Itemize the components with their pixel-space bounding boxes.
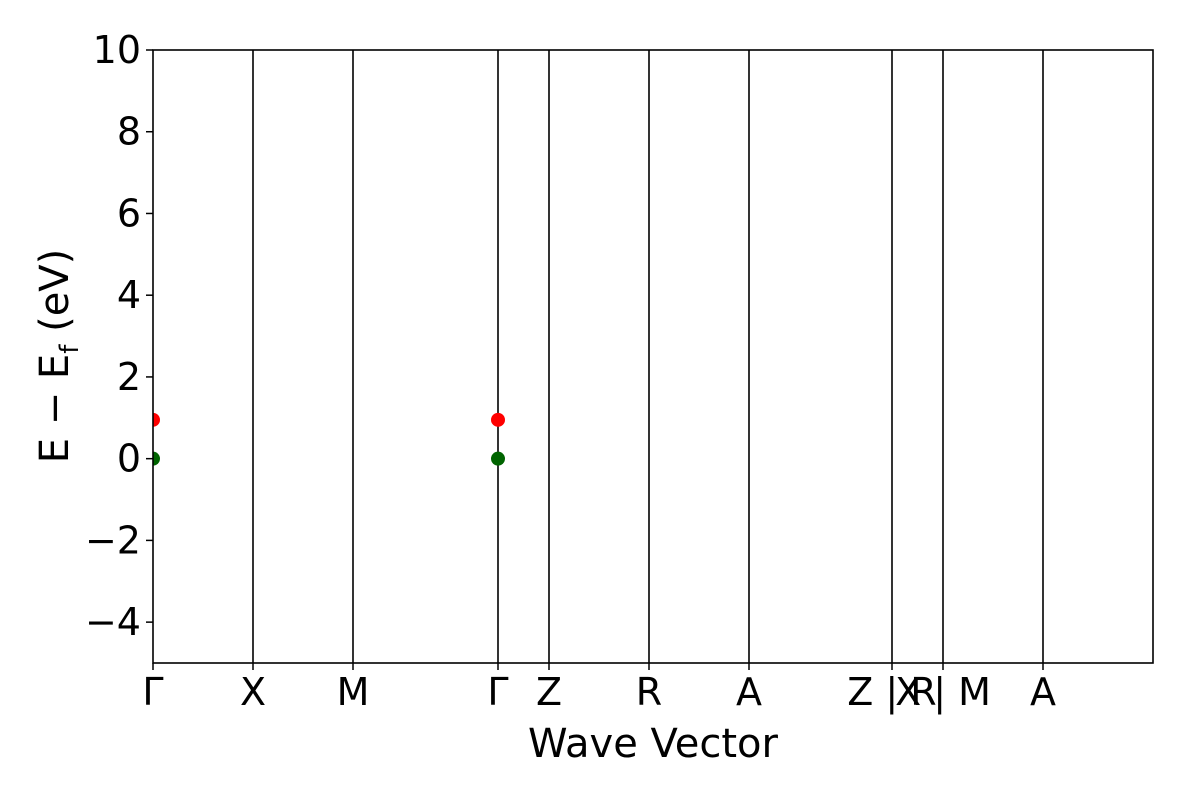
y-axis-label-unit: (eV) xyxy=(32,249,78,345)
y-axis-label: E − Ef (eV) xyxy=(32,249,85,464)
high-symmetry-lines xyxy=(252,50,1044,663)
y-axis-label-subscript: f xyxy=(55,344,85,354)
y-tick-label: 8 xyxy=(117,110,141,154)
y-tick-label: 10 xyxy=(93,28,141,72)
y-axis-ticks: −4 −2 0 2 4 6 8 10 xyxy=(85,28,153,644)
x-tick-label: A xyxy=(1030,670,1056,714)
x-tick-label: Z xyxy=(536,670,562,714)
y-tick-label: 0 xyxy=(117,437,141,481)
band-edge-markers xyxy=(153,412,505,466)
cbm-marker xyxy=(491,412,505,427)
x-tick-label: X xyxy=(240,670,266,714)
y-tick-label: 2 xyxy=(117,355,141,399)
y-tick-label: 6 xyxy=(117,191,141,235)
x-tick-label: A xyxy=(736,670,762,714)
x-tick-label: R xyxy=(636,670,662,714)
y-tick-label: −4 xyxy=(85,600,141,644)
vbm-marker xyxy=(491,451,505,466)
x-tick-label: Z | R xyxy=(847,670,936,715)
x-tick-label: Γ xyxy=(142,670,163,714)
x-tick-label: M xyxy=(337,670,370,714)
y-tick-label: −2 xyxy=(85,518,141,562)
x-tick-label: Γ xyxy=(487,670,508,714)
plot-frame xyxy=(152,49,1154,664)
y-axis-label-main: E − E xyxy=(32,354,78,464)
y-tick-label: 4 xyxy=(117,273,141,317)
cbm-marker xyxy=(153,412,160,427)
x-axis-label: Wave Vector xyxy=(528,721,779,767)
vbm-marker xyxy=(153,451,160,466)
x-tick-label: X | M xyxy=(895,670,991,715)
